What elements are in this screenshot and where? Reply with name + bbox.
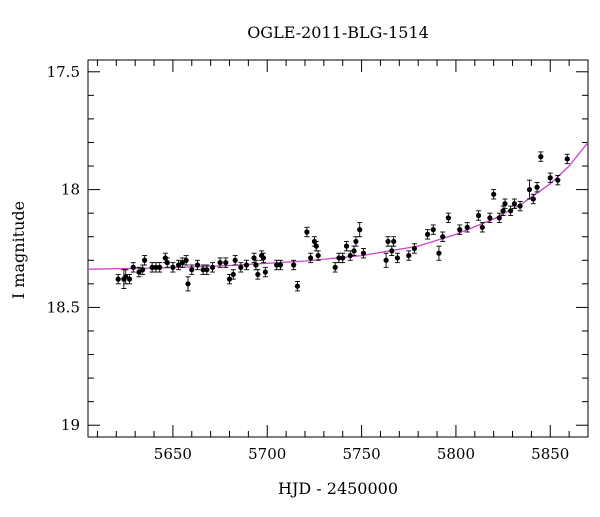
data-point [209, 264, 216, 270]
data-point [130, 264, 136, 270]
chart-title: OGLE-2011-BLG-1514 [247, 23, 429, 42]
y-tick-label: 17.5 [47, 63, 80, 81]
data-point [189, 267, 195, 273]
data-point [204, 267, 210, 273]
x-tick-label: 5650 [154, 445, 192, 463]
data-point [530, 196, 536, 202]
data-point [253, 262, 259, 268]
data-point [547, 175, 553, 181]
data-point [526, 186, 533, 193]
x-axis-label: HJD - 2450000 [278, 479, 398, 498]
data-point [251, 255, 257, 261]
data-point [555, 177, 561, 183]
data-point [332, 264, 338, 270]
data-point [304, 229, 310, 235]
data-point [315, 252, 321, 259]
data-point [243, 262, 250, 268]
data-point [294, 283, 301, 289]
data-point [357, 227, 363, 233]
data-point [538, 154, 544, 160]
data-point [170, 264, 176, 270]
data-point [277, 262, 284, 268]
data-point [534, 184, 540, 190]
plot-frame [87, 59, 589, 438]
data-point [502, 201, 508, 207]
y-tick-label: 19 [61, 416, 80, 434]
data-point [347, 252, 353, 259]
data-point [391, 238, 397, 245]
data-point [115, 276, 121, 282]
plot-area: 5650 5700 5750 5800 5850 17.5 18 18.5 19 [47, 59, 589, 463]
data-point [164, 260, 170, 266]
data-point [142, 257, 148, 263]
data-point [175, 262, 182, 268]
data-point [336, 255, 342, 261]
data-point [385, 238, 391, 245]
data-point [123, 274, 129, 280]
data-point [487, 215, 493, 221]
x-tick-label: 5750 [342, 445, 380, 463]
data-point [430, 227, 436, 233]
data-point [564, 156, 570, 162]
data-point [157, 264, 163, 270]
data-point [353, 238, 359, 245]
data-point [226, 276, 233, 282]
data-point [411, 245, 418, 252]
data-point [274, 262, 280, 268]
data-point [238, 264, 244, 270]
y-axis-label: I magnitude [9, 201, 28, 299]
data-point [291, 262, 297, 268]
data-point [496, 215, 502, 221]
data-point [511, 201, 518, 207]
data-point [394, 255, 401, 261]
data-point [517, 203, 523, 209]
data-point [457, 227, 463, 233]
data-point [179, 260, 185, 266]
data-point [194, 262, 201, 268]
x-tick-label: 5850 [531, 445, 569, 463]
data-point [508, 208, 514, 214]
data-point [308, 255, 314, 261]
data-point [313, 243, 319, 249]
data-point [183, 257, 189, 263]
data-point [126, 276, 133, 282]
data-point [217, 260, 223, 266]
data-point [425, 231, 431, 237]
data-point [383, 257, 389, 263]
data-point [351, 248, 357, 254]
data-point [153, 264, 159, 270]
data-point [360, 250, 367, 256]
data-point [389, 248, 395, 254]
data-point [136, 269, 142, 275]
data-point [445, 215, 451, 221]
y-tick-label: 18.5 [47, 298, 80, 316]
data-point [260, 255, 267, 261]
x-tick-label: 5800 [437, 445, 475, 463]
data-point [255, 271, 261, 278]
data-point [464, 224, 470, 230]
data-point [500, 208, 506, 214]
data-point [406, 252, 412, 259]
x-tick-label: 5700 [248, 445, 286, 463]
data-point [149, 264, 155, 270]
data-point [475, 212, 482, 219]
data-point [340, 255, 346, 261]
data-point [232, 257, 238, 263]
data-point [436, 250, 442, 256]
y-tick-label: 18 [61, 181, 80, 199]
data-point [343, 243, 350, 249]
data-point [200, 267, 206, 273]
data-point [223, 260, 229, 266]
data-point [479, 224, 485, 230]
model-curve [87, 142, 589, 270]
data-point [185, 281, 191, 287]
data-point [230, 271, 236, 278]
data-point [140, 267, 146, 273]
data-point [491, 191, 497, 197]
data-point [262, 269, 268, 275]
data-point [440, 234, 446, 240]
